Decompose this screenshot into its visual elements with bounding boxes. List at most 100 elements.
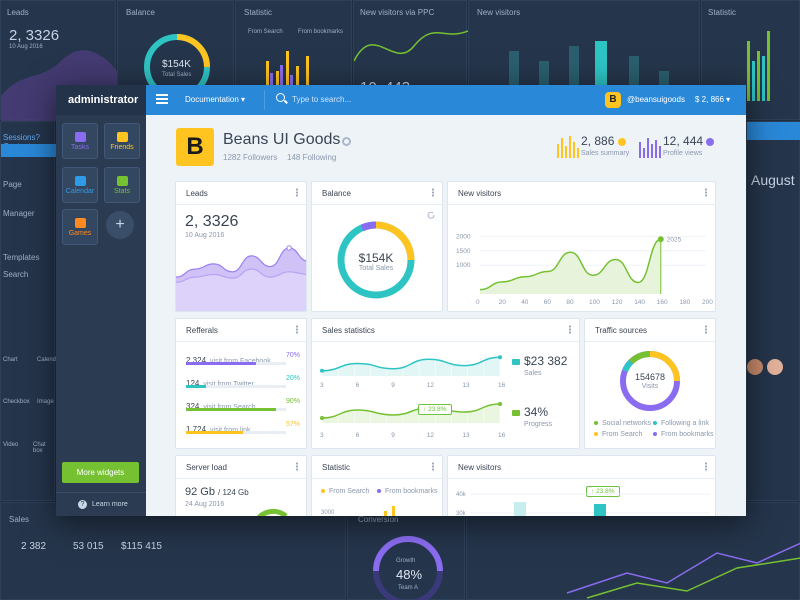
calendar-icon [74, 176, 86, 186]
server-load-title: Server load [186, 463, 227, 472]
chevron-down-icon: ▾ [241, 95, 246, 104]
x-tick-label: 20 [499, 299, 507, 306]
user-avatar[interactable]: B [605, 92, 621, 108]
sales-statistics-card: Sales statistics 3 6 9 12 13 16 3 6 9 12 13 16 $23 … [311, 318, 580, 449]
more-icon[interactable] [296, 188, 298, 197]
more-icon[interactable] [705, 325, 707, 334]
x-tick-label: 13 [462, 382, 470, 389]
referral-source: visit from Search [203, 404, 255, 411]
tile-stats[interactable]: Stats [104, 167, 140, 203]
more-icon[interactable] [296, 325, 298, 334]
sales-label: Sales [524, 370, 542, 377]
x-tick-label: 80 [566, 299, 574, 306]
balance-value: $154K [358, 251, 394, 265]
gear-icon[interactable] [342, 137, 351, 146]
card-divider [448, 478, 715, 479]
sales-tooltip: ↑ 23.8% [418, 404, 452, 415]
leads-point [286, 245, 292, 251]
more-icon[interactable] [432, 462, 434, 471]
statistic-chart: 3000 [321, 506, 395, 516]
progress-value: 34% [524, 405, 549, 419]
cart-icon [512, 410, 520, 416]
bg-left-video: Video [3, 442, 19, 448]
search-icon[interactable] [276, 93, 285, 102]
bg-sales-card: Sales 2 382 53 015 $115 415 [0, 502, 346, 600]
bg-leads-title: Leads [7, 8, 29, 17]
traffic-ring-yellow [649, 351, 680, 382]
y-tick-label: 1000 [456, 262, 471, 269]
following-count[interactable]: 148 Following [287, 153, 337, 162]
bg-left-chatbox: Chat box [33, 442, 46, 454]
bg-sales-v2: 53 015 [73, 541, 104, 552]
visitors-annotation: 2025 [667, 236, 682, 243]
refresh-icon[interactable] [427, 211, 435, 219]
tasks-icon [74, 132, 86, 142]
bg-left-templates: Templates [3, 253, 40, 262]
profile-views-number: 12, 444 [663, 134, 704, 148]
learn-more-label: Learn more [92, 501, 128, 508]
leads-chart [176, 245, 306, 311]
more-icon[interactable] [296, 462, 298, 471]
referral-source: visit from link [210, 427, 250, 434]
tile-calendar[interactable]: Calendar [62, 167, 98, 203]
balance-dropdown[interactable]: $ 2, 866 ▾ [695, 95, 730, 104]
bg-growth-label: Growth [396, 558, 416, 564]
sales-series-area [322, 357, 500, 376]
bg-right-toolbar [747, 122, 800, 140]
traffic-ring-teal [622, 359, 634, 373]
referral-percent: 20% [286, 375, 301, 382]
bg-left-calendar: Calendar [37, 357, 62, 363]
sales-summary-number: 2, 886 [581, 134, 615, 148]
coin-icon [617, 137, 626, 146]
more-widgets-button[interactable]: More widgets [62, 462, 139, 483]
bg-growth-value: 48% [396, 567, 423, 582]
referral-row: 324visit from Search 90% [186, 396, 300, 414]
leads-date: 10 Aug 2016 [185, 232, 225, 239]
documentation-dropdown[interactable]: Documentation ▾ [185, 95, 245, 104]
referrals-title: Refferals [186, 326, 218, 335]
sales-point [320, 368, 324, 373]
profile-header: B Beans UI Goods 1282 Followers 148 Foll… [176, 128, 716, 170]
statistic-legend-search: From Search [321, 488, 369, 495]
more-icon[interactable] [705, 188, 707, 197]
sales-tooltip-value: 23.8% [428, 406, 447, 413]
bg-leads-date: 10 Aug 2016 [9, 44, 43, 50]
games-icon [74, 218, 86, 228]
top-bar: Documentation ▾ B @beansuigoods $ 2, 866… [146, 85, 746, 115]
referral-row: 1 724visit from link 57% [186, 419, 300, 437]
bg-conversion-card: Conversion Growth 48% Team A [347, 502, 465, 600]
x-tick-label: 3 [320, 432, 324, 439]
x-tick-label: 16 [498, 432, 506, 439]
more-icon[interactable] [432, 188, 434, 197]
search-input[interactable] [292, 92, 452, 107]
leads-card: Leads 2, 3326 10 Aug 2016 [175, 181, 307, 312]
x-tick-label: 0 [476, 299, 480, 306]
friends-icon [116, 132, 128, 142]
main-content: Documentation ▾ B @beansuigoods $ 2, 866… [146, 85, 746, 516]
bg-balance-title: Balance [126, 8, 155, 17]
learn-more-link[interactable]: ? Learn more [56, 492, 146, 516]
card-divider [176, 478, 306, 479]
tile-friends[interactable]: Friends [104, 123, 140, 159]
balance-ring-purple [360, 221, 377, 232]
bg-sales-v3: $115 415 [121, 541, 162, 552]
traffic-title: Traffic sources [595, 326, 648, 335]
new-visitors-chart: 1000 1500 2000 0 20 40 60 80 100 120 140 160 180 200 2… [456, 233, 713, 306]
more-icon[interactable] [705, 462, 707, 471]
menu-icon[interactable] [156, 94, 168, 104]
more-icon[interactable] [569, 325, 571, 334]
username-link[interactable]: @beansuigoods [627, 95, 685, 104]
x-tick-label: 160 [657, 299, 668, 306]
traffic-legend-social: Social networks [594, 420, 651, 427]
traffic-value: 154678 [634, 372, 666, 382]
tile-games[interactable]: Games [62, 209, 98, 245]
tile-tasks[interactable]: Tasks [62, 123, 98, 159]
followers-count[interactable]: 1282 Followers [223, 153, 278, 162]
referral-bar-fill [186, 431, 243, 434]
add-tile-button[interactable]: + [106, 211, 134, 239]
bg-lines-chart [566, 542, 800, 599]
plus-icon: + [115, 216, 125, 233]
sales-series-line [321, 403, 501, 419]
eye-icon [706, 137, 715, 146]
referral-source: visit from Facebook [210, 358, 271, 365]
